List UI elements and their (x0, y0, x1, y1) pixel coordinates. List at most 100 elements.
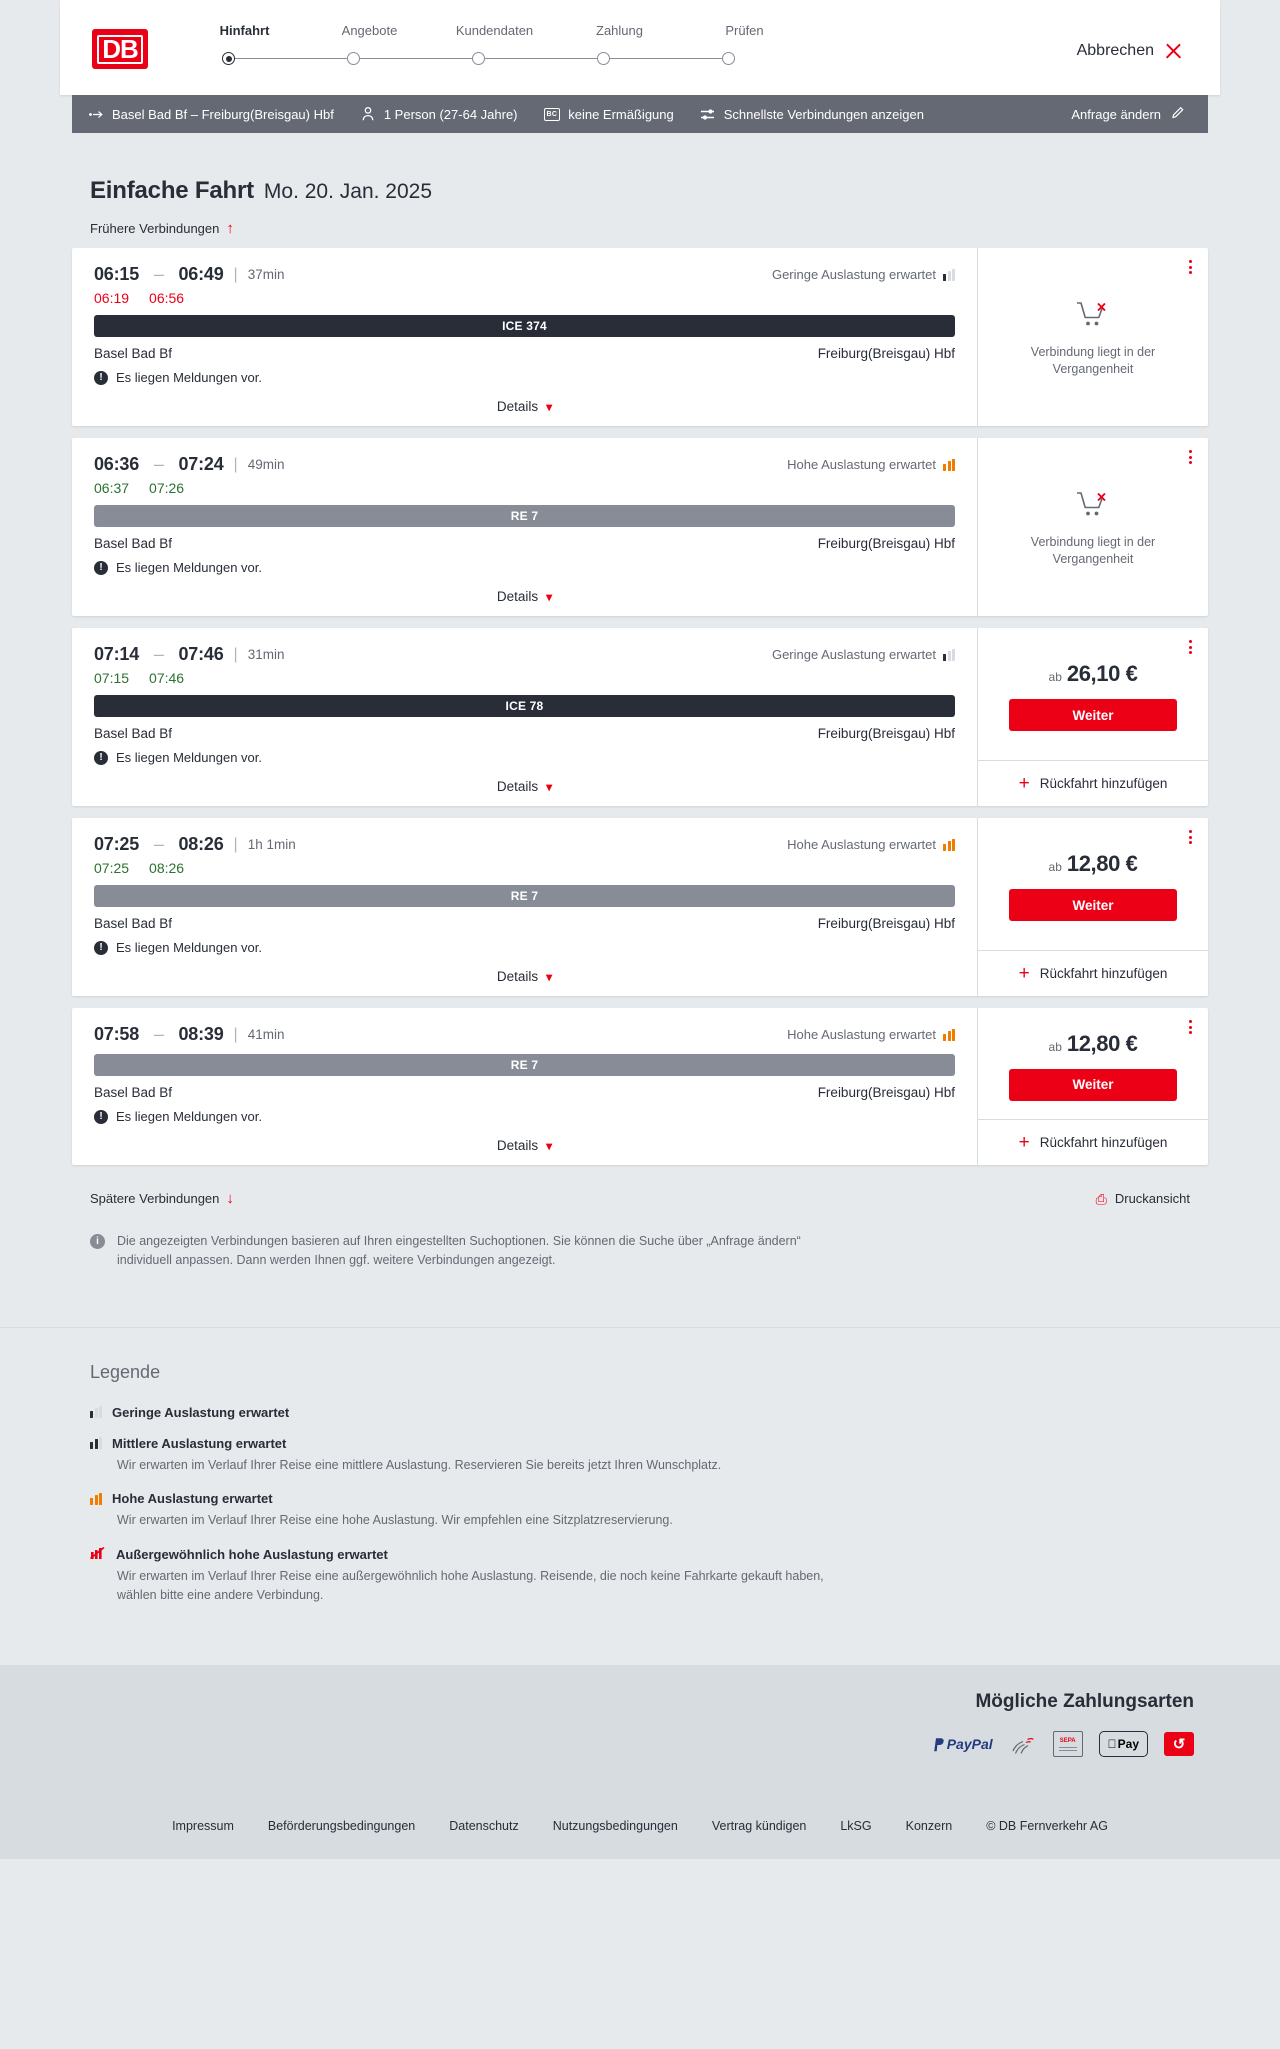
more-options-icon[interactable] (1189, 640, 1192, 654)
connection-message[interactable]: ! Es liegen Meldungen vor. (94, 940, 955, 955)
cancel-button-label: Abbrechen (1076, 42, 1154, 59)
duration: 1h 1min (247, 837, 296, 852)
print-view-button[interactable]: ⎙ Druckansicht (1096, 1191, 1190, 1206)
sepa-lines-2 (1058, 1749, 1077, 1751)
details-label: Details (496, 1138, 539, 1153)
add-return-trip-button[interactable]: + Rückfahrt hinzufügen (978, 760, 1208, 806)
train-badge[interactable]: RE 7 (94, 885, 955, 907)
footer-link[interactable]: Impressum (172, 1819, 234, 1834)
step-connector-1 (235, 57, 347, 60)
connection-card[interactable]: 07:14 – 07:46 | 31min Geringe Auslastung… (72, 628, 1208, 806)
train-name: RE 7 (510, 509, 539, 523)
add-return-trip-button[interactable]: + Rückfahrt hinzufügen (978, 950, 1208, 996)
copyright-text: © DB Fernverkehr AG (986, 1819, 1108, 1834)
step-label-hinfahrt[interactable]: Hinfahrt (219, 23, 270, 38)
stations-row: Basel Bad Bf Freiburg(Breisgau) Hbf (94, 536, 955, 551)
duration-divider: | (233, 1025, 238, 1043)
more-options-icon[interactable] (1189, 830, 1192, 844)
earlier-connections-button[interactable]: Frühere Verbindungen ↑ (72, 205, 234, 248)
train-name: RE 7 (510, 1058, 539, 1072)
payment-methods-title: Mögliche Zahlungsarten (975, 1691, 1194, 1713)
train-badge[interactable]: RE 7 (94, 1054, 955, 1076)
realtime-arrival: 07:46 (149, 670, 185, 686)
duration: 37min (247, 267, 285, 282)
departure-time: 06:36 (94, 454, 140, 474)
details-toggle[interactable]: Details ▾ (94, 399, 955, 416)
legend-item-head: Geringe Auslastung erwartet (90, 1405, 1208, 1420)
step-dot-zahlung[interactable] (597, 52, 610, 65)
origin-station: Basel Bad Bf (94, 726, 173, 741)
connection-action-panel: ab 12,80 € Weiter + Rückfahrt hinzufügen (978, 818, 1208, 996)
sepa-label: SEPA (1059, 1737, 1076, 1744)
printer-icon: ⎙ (1095, 1190, 1107, 1207)
details-toggle[interactable]: Details ▾ (94, 969, 955, 986)
connection-message[interactable]: ! Es liegen Meldungen vor. (94, 560, 955, 575)
chevron-down-icon: ▾ (546, 779, 553, 794)
stations-row: Basel Bad Bf Freiburg(Breisgau) Hbf (94, 916, 955, 931)
more-options-icon[interactable] (1189, 260, 1192, 274)
db-logo[interactable]: DB (92, 29, 148, 69)
filter-route[interactable]: Basel Bad Bf – Freiburg(Breisgau) Hbf (88, 106, 334, 122)
step-label-pruefen[interactable]: Prüfen (725, 23, 764, 38)
more-options-icon[interactable] (1189, 450, 1192, 464)
connection-card[interactable]: 06:36 – 07:24 | 49min Hohe Auslastung er… (72, 438, 1208, 616)
person-icon (360, 106, 376, 122)
step-dot-kundendaten[interactable] (472, 52, 485, 65)
step-label-zahlung[interactable]: Zahlung (596, 23, 643, 38)
connection-details: 06:15 – 06:49 | 37min Geringe Auslastung… (72, 248, 978, 426)
duration-divider: | (233, 455, 238, 473)
cancel-button[interactable]: Abbrechen (1077, 42, 1182, 60)
time-separator: – (153, 644, 164, 664)
arrival-time: 07:46 (178, 644, 224, 664)
step-dot-pruefen[interactable] (722, 52, 735, 65)
continue-button[interactable]: Weiter (1009, 699, 1177, 731)
footer-link[interactable]: Datenschutz (449, 1819, 519, 1834)
sepa-direct-debit-icon: SEPA (1052, 1731, 1083, 1758)
details-toggle[interactable]: Details ▾ (94, 1138, 955, 1155)
earlier-connections-label: Frühere Verbindungen (90, 221, 220, 236)
footer-link[interactable]: Vertrag kündigen (711, 1819, 807, 1834)
footer-link[interactable]: Konzern (905, 1819, 953, 1834)
origin-station: Basel Bad Bf (94, 536, 173, 551)
add-return-trip-button[interactable]: + Rückfahrt hinzufügen (978, 1119, 1208, 1165)
step-dot-angebote[interactable] (347, 52, 360, 65)
train-badge[interactable]: RE 7 (94, 505, 955, 527)
step-label-kundendaten[interactable]: Kundendaten (455, 23, 534, 38)
step-label-angebote[interactable]: Angebote (341, 23, 398, 38)
train-badge[interactable]: ICE 78 (94, 695, 955, 717)
footer-link[interactable]: Beförderungsbedingungen (267, 1819, 416, 1834)
change-request-button[interactable]: Anfrage ändern (1071, 105, 1192, 123)
later-connections-button[interactable]: Spätere Verbindungen ↓ (90, 1191, 234, 1206)
page-title: Einfache Fahrt (90, 177, 254, 204)
connection-card[interactable]: 06:15 – 06:49 | 37min Geringe Auslastung… (72, 248, 1208, 426)
price-block: ab 12,80 € (1049, 1031, 1138, 1057)
legend-item: Hohe Auslastung erwartet Wir erwarten im… (90, 1491, 1208, 1530)
continue-button[interactable]: Weiter (1009, 889, 1177, 921)
more-options-icon[interactable] (1189, 1020, 1192, 1034)
footer-link[interactable]: Nutzungsbedingungen (552, 1819, 678, 1834)
booking-stepper: Hinfahrt Angebote Kundendaten Zahlung Pr… (182, 23, 807, 65)
page-footer: Mögliche Zahlungsarten PayPal SEPA (0, 1665, 1280, 1860)
utilization-bars-icon (90, 1492, 102, 1505)
connection-card[interactable]: 07:25 – 08:26 | 1h 1min Hohe Auslastung … (72, 818, 1208, 996)
filter-discount[interactable]: BC keine Ermäßigung (543, 107, 674, 122)
footer-link[interactable]: LkSG (840, 1819, 872, 1834)
connection-message[interactable]: ! Es liegen Meldungen vor. (94, 370, 955, 385)
chevron-down-icon: ▾ (546, 589, 553, 604)
connection-message[interactable]: ! Es liegen Meldungen vor. (94, 750, 955, 765)
connection-message[interactable]: ! Es liegen Meldungen vor. (94, 1109, 955, 1124)
arrival-time: 08:26 (178, 834, 224, 854)
sepa-lines (1058, 1746, 1077, 1748)
utilization-label: Hohe Auslastung erwartet (787, 1027, 936, 1042)
legend-item: Geringe Auslastung erwartet (90, 1405, 1208, 1420)
filter-sorting[interactable]: Schnellste Verbindungen anzeigen (700, 106, 924, 122)
connection-card[interactable]: 07:58 – 08:39 | 41min Hohe Auslastung er… (72, 1008, 1208, 1165)
train-badge[interactable]: ICE 374 (94, 315, 955, 337)
connection-time-row: 06:15 – 06:49 | 37min Geringe Auslastung… (94, 264, 955, 285)
utilization-bars-icon (943, 648, 955, 661)
continue-button[interactable]: Weiter (1009, 1068, 1177, 1101)
step-dot-hinfahrt[interactable] (222, 52, 235, 65)
details-toggle[interactable]: Details ▾ (94, 589, 955, 606)
filter-passengers[interactable]: 1 Person (27-64 Jahre) (360, 106, 518, 122)
details-toggle[interactable]: Details ▾ (94, 779, 955, 796)
